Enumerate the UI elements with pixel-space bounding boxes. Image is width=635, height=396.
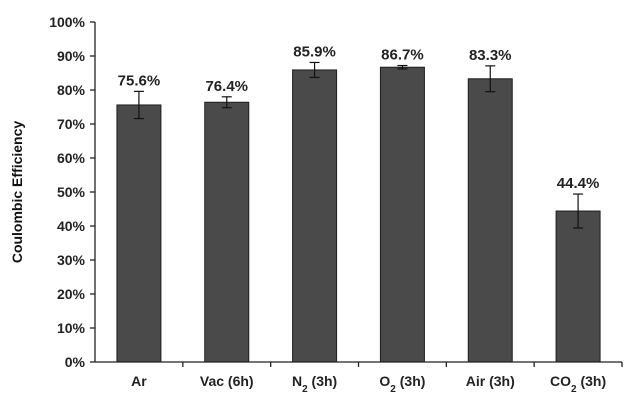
error-bar	[397, 64, 408, 70]
y-tick-label: 60%	[57, 150, 86, 166]
y-axis-title: Coulombic Efficiency	[9, 121, 25, 264]
bar	[204, 101, 250, 363]
error-bar	[485, 65, 496, 93]
category-label: CO2 (3h)	[550, 373, 606, 395]
y-tick-label: 90%	[57, 48, 86, 64]
data-label: 44.4%	[557, 175, 600, 192]
category-label: N2 (3h)	[292, 373, 337, 395]
error-bar	[573, 193, 584, 229]
category-label: Air (3h)	[466, 373, 515, 389]
data-label: 86.7%	[381, 47, 424, 64]
y-tick-label: 0%	[65, 354, 86, 370]
y-tick-label: 20%	[57, 286, 86, 302]
y-tick-label: 30%	[57, 252, 86, 268]
error-bar	[133, 90, 144, 120]
y-tick-label: 50%	[57, 184, 86, 200]
data-labels: 75.6% 76.4% 85.9% 86.7% 83.3% 44.4%	[118, 43, 600, 192]
category-label: Vac (6h)	[200, 373, 254, 389]
error-bar	[221, 96, 232, 109]
y-tick-label: 80%	[57, 82, 86, 98]
error-bars	[133, 61, 584, 229]
data-label: 75.6%	[118, 72, 161, 89]
category-label: O2 (3h)	[379, 373, 425, 395]
y-tick-label: 70%	[57, 116, 86, 132]
bar	[555, 210, 601, 363]
data-label: 83.3%	[469, 47, 512, 64]
y-tick-label: 40%	[57, 218, 86, 234]
data-label: 85.9%	[293, 43, 336, 60]
error-bar	[309, 61, 320, 79]
bar	[116, 104, 162, 363]
y-tick-label: 100%	[49, 14, 85, 30]
bar	[379, 66, 425, 363]
category-labels: Ar Vac (6h) N2 (3h) O2 (3h) Air (3h) CO2 (3h)	[131, 362, 623, 395]
category-label: Ar	[131, 373, 147, 389]
bar	[467, 78, 513, 363]
data-label: 76.4%	[205, 78, 248, 95]
y-tick-labels: 0% 10% 20% 30% 40% 50% 60% 70% 80% 90% 100%	[49, 14, 95, 370]
y-tick-label: 10%	[57, 320, 86, 336]
bar	[292, 69, 338, 363]
bars	[116, 66, 601, 363]
